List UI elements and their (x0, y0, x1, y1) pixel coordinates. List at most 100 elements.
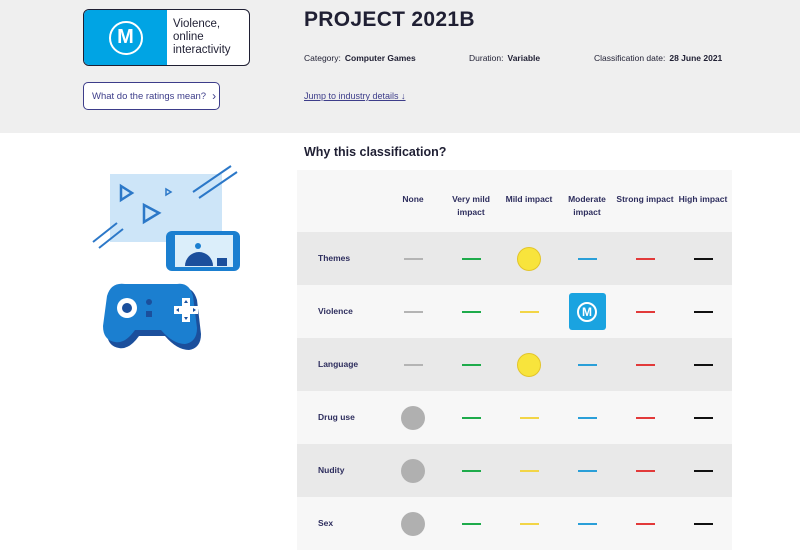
phone-block (217, 258, 227, 266)
impact-cell: M (558, 285, 616, 338)
impact-cell (674, 444, 732, 497)
impact-cell (616, 285, 674, 338)
classification-date-meta: Classification date: 28 June 2021 (594, 53, 722, 63)
phone-dot (195, 243, 201, 249)
impact-cell (384, 285, 442, 338)
thumbstick-center (122, 303, 132, 313)
impact-marker-mild (517, 352, 541, 377)
impact-dash (519, 469, 539, 472)
consumer-advice: Violence, online interactivity (173, 18, 231, 56)
impact-marker-mild (517, 246, 541, 271)
classification-table: None Very mild impact Mild impact Modera… (297, 170, 732, 553)
rating-m-icon: M (108, 20, 143, 55)
what-do-ratings-mean-button[interactable]: What do the ratings mean? › (83, 82, 220, 110)
impact-dash (577, 469, 597, 472)
illustration-graphic (92, 165, 240, 350)
impact-dash (693, 257, 713, 260)
column-header-very-mild: Very mild impact (452, 194, 490, 217)
duration-value: Variable (507, 53, 541, 63)
impact-cell (384, 391, 442, 444)
page-title: PROJECT 2021B (304, 8, 475, 31)
impact-cell (616, 391, 674, 444)
row-label: Nudity (318, 465, 345, 475)
impact-cell (442, 338, 500, 391)
impact-cell (674, 391, 732, 444)
impact-dash (693, 522, 713, 525)
table-row: Themes (297, 232, 732, 285)
motion-line-icon (98, 228, 124, 249)
motion-line-icon (92, 222, 118, 243)
play-icon-large (142, 202, 162, 225)
gamepad-button-icon (146, 299, 152, 305)
impact-cell (616, 497, 674, 550)
impact-dash (577, 257, 597, 260)
impact-cell (500, 285, 558, 338)
dpad-arrow-up (184, 300, 188, 303)
row-label: Language (318, 359, 359, 369)
impact-marker-none (401, 511, 425, 536)
impact-cell (442, 444, 500, 497)
table-row: Sex (297, 497, 732, 550)
small-play-icon (165, 187, 173, 197)
impact-cell (442, 232, 500, 285)
dpad-arrow-left (176, 308, 179, 312)
impact-cell (674, 338, 732, 391)
dpad-icon (174, 306, 198, 314)
chevron-right-icon: › (212, 89, 217, 103)
impact-dash (693, 310, 713, 313)
impact-cell (558, 497, 616, 550)
impact-cell (616, 232, 674, 285)
impact-dash (693, 469, 713, 472)
category-value: Computer Games (344, 53, 416, 63)
impact-cell (674, 497, 732, 550)
column-header-high: High impact (678, 194, 728, 204)
gamepad-button-icon (146, 311, 152, 317)
impact-cell (558, 444, 616, 497)
impact-dash (577, 522, 597, 525)
row-label: Violence (318, 306, 353, 316)
impact-dash (577, 416, 597, 419)
dpad-arrow-down (184, 317, 188, 320)
impact-cell (442, 391, 500, 444)
jump-to-industry-details-link[interactable]: Jump to industry details ↓ (304, 91, 406, 101)
motion-line-icon (192, 165, 232, 193)
impact-dash (461, 310, 481, 313)
impact-cell (616, 444, 674, 497)
impact-cell (442, 497, 500, 550)
table-row: Violence M (297, 285, 732, 338)
row-label: Themes (318, 253, 351, 263)
row-label: Drug use (318, 412, 355, 422)
impact-dash (693, 416, 713, 419)
duration-label: Duration: (469, 53, 504, 63)
dpad-arrow-right (193, 308, 196, 312)
impact-cell (384, 232, 442, 285)
impact-cell (500, 497, 558, 550)
header-band: M Violence, online interactivity What do… (0, 0, 800, 133)
section-title: Why this classification? (304, 145, 447, 159)
impact-cell (384, 444, 442, 497)
impact-cell (500, 232, 558, 285)
row-label: Sex (318, 518, 334, 528)
play-icon (119, 183, 135, 203)
impact-dash (461, 522, 481, 525)
impact-dash (577, 363, 597, 366)
impact-cell (558, 391, 616, 444)
impact-cell (558, 338, 616, 391)
classification-rating-box: M Violence, online interactivity (83, 9, 250, 66)
table-row: Nudity (297, 444, 732, 497)
impact-dash (403, 310, 423, 313)
impact-cell (442, 285, 500, 338)
impact-cell (558, 232, 616, 285)
duration-meta: Duration: Variable (469, 53, 540, 63)
impact-cell (616, 338, 674, 391)
impact-dash (461, 257, 481, 260)
classification-date-value: 28 June 2021 (669, 53, 723, 63)
impact-dash (461, 363, 481, 366)
impact-dash (403, 257, 423, 260)
phone-scene (185, 252, 213, 266)
impact-dash (635, 363, 655, 366)
impact-cell (674, 232, 732, 285)
impact-dash (519, 416, 539, 419)
impact-dash (519, 522, 539, 525)
impact-cell (674, 285, 732, 338)
